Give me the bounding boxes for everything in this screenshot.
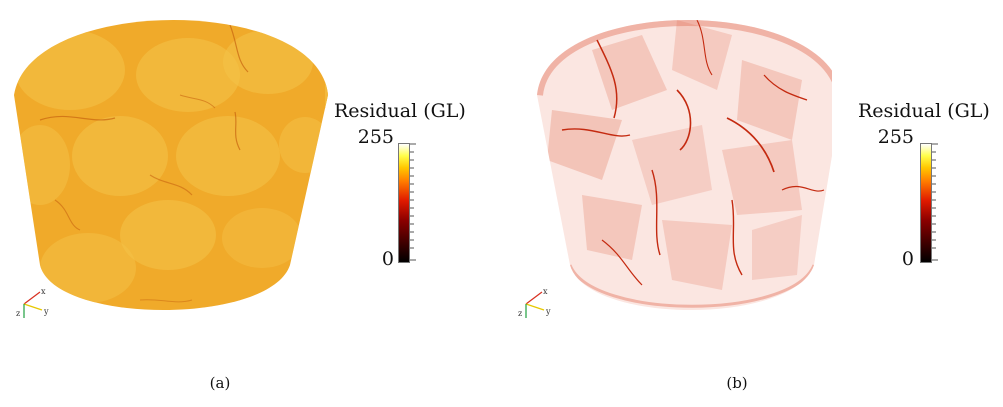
- panel-a: x y z Residual (GL) 255 0 (a): [0, 0, 501, 407]
- colorbar-min-a: 0: [381, 248, 394, 270]
- panel-b: x y z Residual (GL) 255 0 (b): [502, 0, 1003, 407]
- colorbar-title-b: Residual (GL): [858, 100, 990, 122]
- axis-z-label: z: [16, 309, 20, 318]
- caption-a: (a): [209, 374, 231, 392]
- colorbar-title-a: Residual (GL): [334, 100, 466, 122]
- colorbar-ticks-b: [932, 143, 938, 261]
- volume-render-b: [537, 20, 832, 310]
- volume-render-a: [14, 20, 328, 310]
- colorbar-max-a: 255: [357, 126, 394, 148]
- axis-x-label: x: [41, 287, 46, 296]
- colorbar-min-b: 0: [901, 248, 914, 270]
- axis-y-label: y: [545, 307, 551, 316]
- axis-y-label: y: [43, 307, 49, 316]
- caption-b: (b): [726, 374, 748, 392]
- axes-triad-a: x y z: [16, 287, 49, 318]
- colorbar-b: [920, 143, 932, 263]
- colorbar-ticks-a: [410, 143, 416, 261]
- colorbar-max-b: 255: [877, 126, 914, 148]
- axes-triad-b: x y z: [518, 287, 551, 318]
- colorbar-a: [398, 143, 410, 263]
- axis-x-label: x: [543, 287, 548, 296]
- axis-z-label: z: [518, 309, 522, 318]
